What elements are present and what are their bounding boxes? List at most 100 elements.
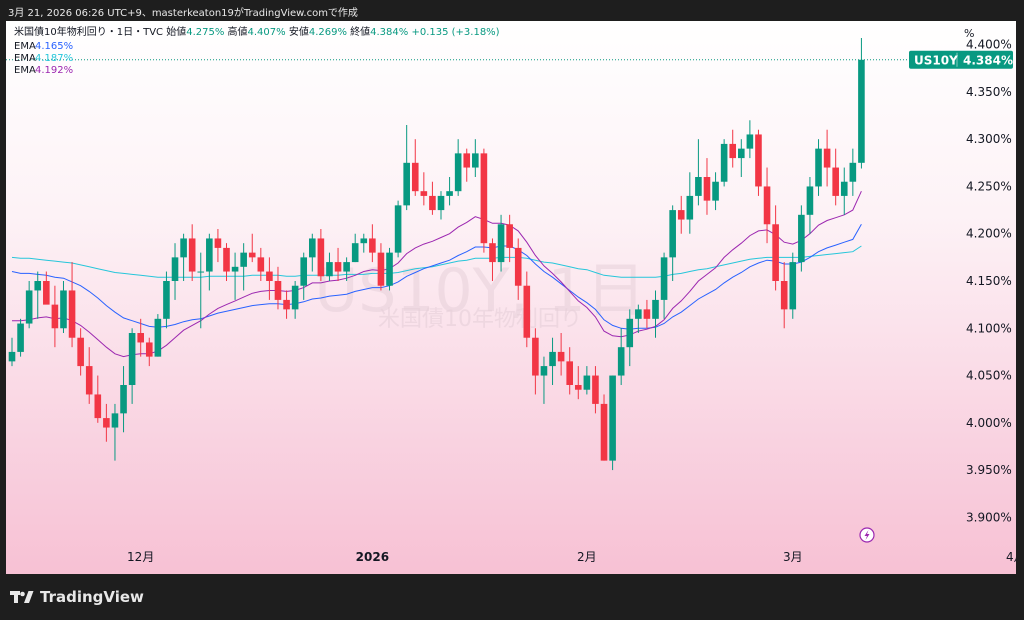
candle[interactable]: [369, 224, 376, 263]
candle-body[interactable]: [832, 167, 839, 196]
candle[interactable]: [738, 139, 745, 177]
candle-body[interactable]: [77, 337, 84, 367]
candle-body[interactable]: [326, 262, 333, 277]
candle-body[interactable]: [798, 214, 805, 263]
candle[interactable]: [832, 148, 839, 206]
candle-body[interactable]: [840, 181, 848, 196]
candle-body[interactable]: [317, 238, 325, 277]
candle-body[interactable]: [206, 238, 213, 272]
candle-body[interactable]: [557, 351, 565, 362]
candle-body[interactable]: [592, 375, 599, 404]
candle-body[interactable]: [454, 153, 462, 192]
candle[interactable]: [163, 271, 170, 329]
candle-body[interactable]: [214, 238, 222, 248]
candle[interactable]: [291, 281, 299, 319]
candle-body[interactable]: [137, 333, 144, 343]
candle-body[interactable]: [446, 191, 453, 196]
candle[interactable]: [394, 200, 402, 258]
candle[interactable]: [523, 271, 531, 348]
candle-body[interactable]: [686, 195, 694, 220]
candle-body[interactable]: [635, 309, 642, 319]
candle-body[interactable]: [351, 243, 359, 263]
candle[interactable]: [154, 314, 162, 357]
candle[interactable]: [823, 129, 831, 187]
candle[interactable]: [103, 403, 110, 442]
candle[interactable]: [317, 229, 325, 281]
candle-body[interactable]: [51, 304, 59, 329]
candle-body[interactable]: [68, 290, 76, 338]
candle[interactable]: [652, 290, 659, 338]
candle-body[interactable]: [540, 366, 548, 376]
candle[interactable]: [309, 233, 316, 272]
candle-body[interactable]: [583, 375, 591, 390]
candle[interactable]: [497, 214, 505, 272]
candle-body[interactable]: [755, 134, 762, 187]
candle[interactable]: [420, 172, 428, 206]
candle[interactable]: [411, 139, 419, 196]
candle[interactable]: [677, 195, 685, 234]
candle-body[interactable]: [128, 333, 136, 385]
price-badge[interactable]: US10Y 4.384%: [909, 50, 1013, 69]
candle[interactable]: [463, 148, 471, 182]
candle-body[interactable]: [738, 148, 745, 159]
candle-body[interactable]: [472, 153, 479, 168]
candle[interactable]: [386, 247, 393, 291]
candle[interactable]: [480, 148, 488, 253]
candle-body[interactable]: [420, 191, 428, 196]
candle[interactable]: [514, 238, 522, 300]
candle[interactable]: [549, 337, 556, 385]
candle[interactable]: [849, 148, 857, 196]
candle[interactable]: [729, 129, 737, 168]
candle[interactable]: [128, 328, 136, 404]
candle-body[interactable]: [652, 299, 659, 319]
candle[interactable]: [274, 266, 282, 310]
candle[interactable]: [669, 205, 676, 281]
candle-body[interactable]: [274, 281, 282, 300]
candle[interactable]: [712, 172, 719, 211]
candle-body[interactable]: [403, 162, 410, 206]
candle[interactable]: [780, 262, 788, 329]
candle-body[interactable]: [180, 238, 187, 258]
candle-body[interactable]: [746, 134, 754, 149]
candle[interactable]: [85, 347, 93, 404]
candle-body[interactable]: [858, 59, 865, 163]
candle[interactable]: [334, 247, 342, 281]
candle-body[interactable]: [377, 252, 385, 286]
candle[interactable]: [8, 337, 16, 367]
candle[interactable]: [592, 366, 599, 414]
candle-body[interactable]: [171, 257, 179, 281]
candle-body[interactable]: [257, 257, 265, 272]
candle-body[interactable]: [660, 257, 668, 300]
candle-body[interactable]: [609, 375, 616, 461]
candle[interactable]: [626, 309, 634, 367]
candle[interactable]: [377, 243, 385, 291]
candle-body[interactable]: [574, 385, 582, 390]
candle-body[interactable]: [703, 177, 711, 201]
candle[interactable]: [34, 271, 42, 319]
candle[interactable]: [429, 181, 436, 215]
candle[interactable]: [437, 191, 445, 220]
candle[interactable]: [180, 233, 187, 281]
candle-body[interactable]: [334, 262, 342, 272]
candle[interactable]: [145, 337, 153, 367]
candle[interactable]: [120, 366, 127, 433]
candle[interactable]: [240, 243, 247, 291]
chart-panel[interactable]: US10Y, 1日 米国債10年物利回り 4.400% 4.350% 4.300% 4.…: [6, 21, 1016, 574]
candle[interactable]: [472, 139, 479, 177]
candle-body[interactable]: [283, 299, 290, 310]
candle-body[interactable]: [197, 271, 205, 273]
candle[interactable]: [446, 177, 453, 206]
candle[interactable]: [206, 233, 213, 291]
candle-body[interactable]: [25, 290, 33, 324]
candle-body[interactable]: [43, 281, 50, 305]
candle[interactable]: [300, 252, 308, 300]
candle-body[interactable]: [60, 290, 67, 329]
candle[interactable]: [60, 281, 67, 333]
candle-body[interactable]: [763, 186, 771, 225]
candle-body[interactable]: [523, 285, 531, 338]
candle[interactable]: [840, 167, 848, 215]
candle-body[interactable]: [291, 285, 299, 310]
candle[interactable]: [17, 318, 24, 357]
candle[interactable]: [617, 328, 625, 385]
